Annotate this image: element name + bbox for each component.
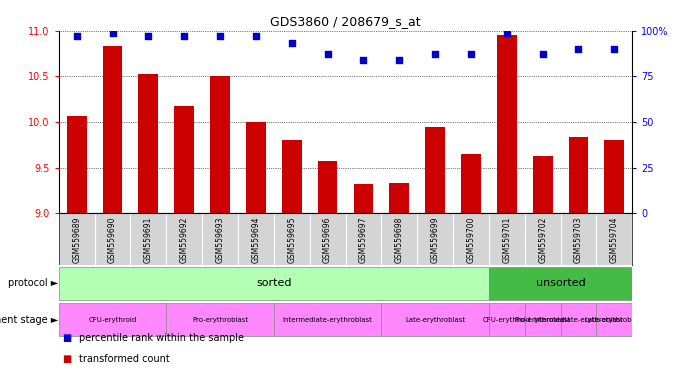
- Bar: [596, 303, 632, 336]
- Point: [573, 46, 584, 52]
- Bar: [282, 140, 301, 213]
- Bar: [390, 183, 409, 213]
- Text: protocol ►: protocol ►: [8, 278, 58, 288]
- Text: development stage ►: development stage ►: [0, 314, 58, 325]
- Point: [250, 33, 261, 39]
- Text: GSM559696: GSM559696: [323, 217, 332, 263]
- Point: [143, 33, 154, 39]
- Text: GSM559698: GSM559698: [395, 217, 404, 263]
- Text: Late-erythroblast: Late-erythroblast: [405, 317, 465, 323]
- Bar: [103, 46, 122, 213]
- Bar: [354, 184, 373, 213]
- Bar: [246, 122, 266, 213]
- Text: GSM559690: GSM559690: [108, 217, 117, 263]
- Bar: [174, 106, 194, 213]
- Text: GSM559701: GSM559701: [502, 217, 511, 263]
- Bar: [167, 303, 274, 336]
- Text: CFU-erythroid: CFU-erythroid: [88, 317, 137, 323]
- Text: GSM559692: GSM559692: [180, 217, 189, 263]
- Bar: [461, 154, 481, 213]
- Point: [609, 46, 620, 52]
- Bar: [59, 267, 489, 300]
- Bar: [533, 156, 553, 213]
- Text: GSM559697: GSM559697: [359, 217, 368, 263]
- Point: [286, 40, 297, 46]
- Text: Pro-erythroblast: Pro-erythroblast: [192, 317, 248, 323]
- Text: GSM559704: GSM559704: [610, 217, 619, 263]
- Text: Intermediate-erythroblast: Intermediate-erythroblast: [533, 317, 623, 323]
- Bar: [210, 76, 230, 213]
- Text: percentile rank within the sample: percentile rank within the sample: [79, 333, 245, 343]
- Bar: [560, 303, 596, 336]
- Point: [358, 57, 369, 63]
- Bar: [318, 161, 337, 213]
- Point: [466, 51, 477, 58]
- Text: sorted: sorted: [256, 278, 292, 288]
- Bar: [381, 303, 489, 336]
- Point: [107, 30, 118, 36]
- Text: ■: ■: [62, 333, 71, 343]
- Bar: [274, 303, 381, 336]
- Point: [179, 33, 190, 39]
- Text: GSM559703: GSM559703: [574, 217, 583, 263]
- Text: unsorted: unsorted: [536, 278, 585, 288]
- Bar: [59, 303, 167, 336]
- Text: CFU-erythroid: CFU-erythroid: [483, 317, 531, 323]
- Text: Late-erythroblast: Late-erythroblast: [585, 317, 645, 323]
- Bar: [524, 303, 560, 336]
- Bar: [425, 127, 445, 213]
- Text: ■: ■: [62, 354, 71, 364]
- Bar: [497, 35, 517, 213]
- Text: Intermediate-erythroblast: Intermediate-erythroblast: [283, 317, 372, 323]
- Text: GSM559689: GSM559689: [72, 217, 81, 263]
- Text: Pro-erythroblast: Pro-erythroblast: [515, 317, 571, 323]
- Text: GSM559702: GSM559702: [538, 217, 547, 263]
- Bar: [67, 116, 86, 213]
- Text: GSM559694: GSM559694: [252, 217, 261, 263]
- Bar: [569, 137, 588, 213]
- Text: transformed count: transformed count: [79, 354, 170, 364]
- Bar: [605, 140, 624, 213]
- Bar: [138, 74, 158, 213]
- Bar: [489, 267, 632, 300]
- Point: [214, 33, 225, 39]
- Point: [71, 33, 82, 39]
- Text: GSM559699: GSM559699: [430, 217, 439, 263]
- Bar: [489, 303, 524, 336]
- Point: [537, 51, 548, 58]
- Text: GSM559700: GSM559700: [466, 217, 475, 263]
- Point: [501, 30, 512, 36]
- Text: GSM559695: GSM559695: [287, 217, 296, 263]
- Text: GSM559691: GSM559691: [144, 217, 153, 263]
- Text: GSM559693: GSM559693: [216, 217, 225, 263]
- Point: [322, 51, 333, 58]
- Title: GDS3860 / 208679_s_at: GDS3860 / 208679_s_at: [270, 15, 421, 28]
- Point: [394, 57, 405, 63]
- Point: [430, 51, 441, 58]
